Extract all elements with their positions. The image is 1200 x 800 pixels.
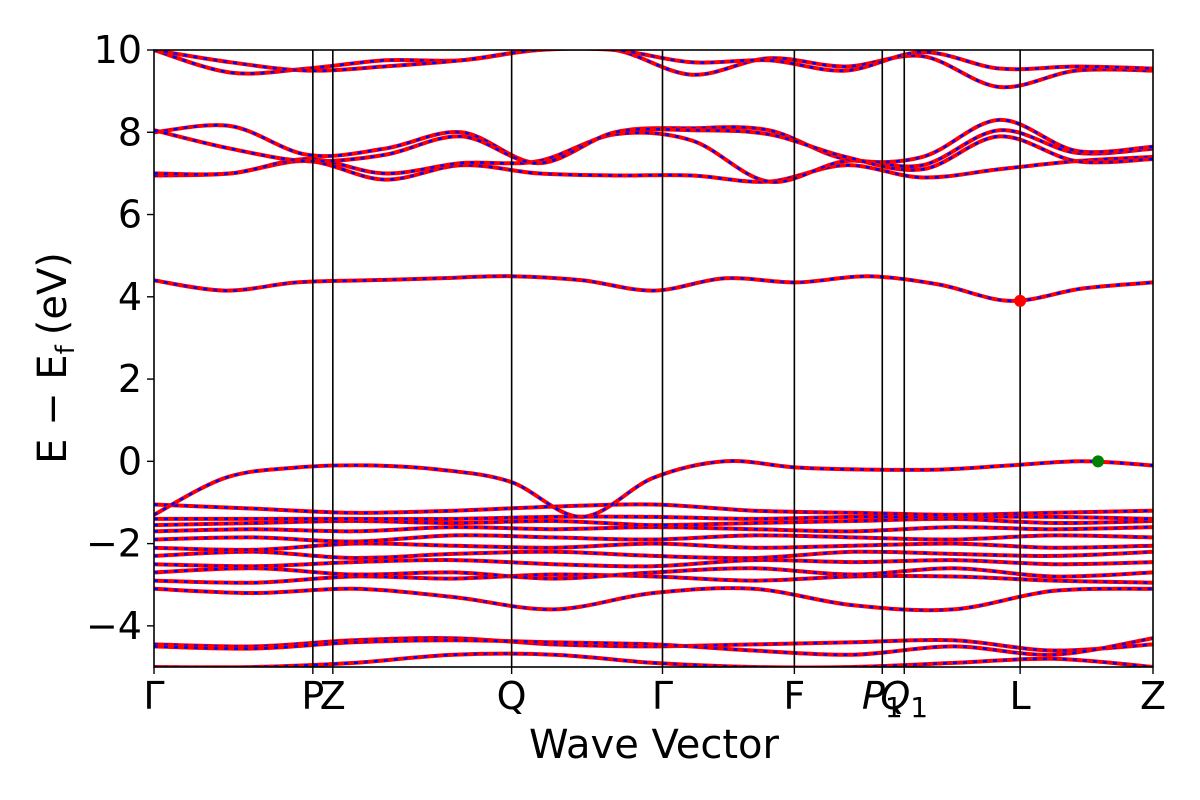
x-tick-label: P bbox=[301, 674, 324, 718]
band-dash bbox=[154, 525, 1153, 533]
y-tick-label: 6 bbox=[118, 193, 142, 237]
plot-frame bbox=[153, 49, 1154, 668]
band-line bbox=[154, 117, 1153, 166]
band-dash bbox=[154, 586, 1153, 612]
band-line bbox=[154, 525, 1153, 534]
y-tick-label: 10 bbox=[94, 28, 142, 72]
band-line bbox=[154, 586, 1153, 613]
band-dash bbox=[154, 127, 1153, 172]
band-dash bbox=[154, 517, 1153, 527]
band-7 bbox=[154, 549, 1153, 561]
y-tick-label: −2 bbox=[86, 522, 142, 566]
x-tick-label: Γ bbox=[143, 674, 164, 718]
x-tick-label: Q bbox=[497, 674, 527, 718]
y-axis-ticks: 10 8 6 4 2 0 −2 −4 bbox=[86, 28, 154, 648]
band-line bbox=[154, 274, 1153, 303]
x-tick-label: Z bbox=[320, 674, 346, 718]
band-0 bbox=[154, 651, 1153, 667]
band-19 bbox=[154, 127, 1153, 172]
y-axis-label-sub: f bbox=[51, 344, 81, 354]
y-axis-label-main: E − E bbox=[30, 354, 76, 464]
y-axis-label-unit: (eV) bbox=[30, 252, 76, 335]
x-tick-label: F bbox=[783, 674, 805, 718]
band-8 bbox=[154, 541, 1153, 552]
x-tick-label: Q1 bbox=[880, 674, 928, 724]
band-dash bbox=[154, 50, 1153, 89]
x-axis-label: Wave Vector bbox=[529, 722, 780, 768]
band-line bbox=[154, 459, 1153, 519]
cbm-marker bbox=[1014, 294, 1027, 307]
band-4 bbox=[154, 572, 1153, 585]
high-symmetry-lines bbox=[312, 50, 1021, 667]
band-line bbox=[154, 514, 1153, 522]
band-line bbox=[154, 502, 1153, 517]
band-dash bbox=[154, 636, 1153, 657]
band-dash bbox=[154, 534, 1153, 543]
band-line bbox=[154, 541, 1153, 552]
y-axis-label: E − Ef (eV) bbox=[30, 252, 81, 464]
x-tick-label: Z bbox=[1140, 674, 1166, 718]
x-tick-label: P1 bbox=[862, 674, 903, 724]
band-dash bbox=[154, 274, 1153, 303]
band-dash bbox=[154, 567, 1153, 580]
band-9 bbox=[154, 533, 1153, 544]
band-dash bbox=[154, 459, 1153, 519]
band-21 bbox=[154, 50, 1153, 73]
band-13 bbox=[154, 502, 1153, 517]
band-14 bbox=[154, 459, 1153, 519]
x-tick-label-main: P bbox=[862, 674, 885, 718]
band-dash bbox=[154, 558, 1153, 568]
band-dash bbox=[154, 128, 1153, 184]
vbm-marker bbox=[1092, 455, 1105, 468]
band-5 bbox=[154, 566, 1153, 581]
band-3 bbox=[154, 586, 1153, 613]
band-18 bbox=[154, 117, 1153, 166]
band-dash bbox=[154, 652, 1153, 667]
band-11 bbox=[154, 516, 1153, 528]
y-tick-label: −4 bbox=[86, 604, 142, 648]
band-10 bbox=[154, 525, 1153, 534]
band-line bbox=[154, 557, 1153, 569]
y-tick-label: 8 bbox=[118, 110, 142, 154]
band-edge-markers bbox=[1014, 294, 1105, 468]
band-lines bbox=[154, 50, 1153, 667]
band-dash bbox=[154, 542, 1153, 552]
x-tick-label: Γ bbox=[652, 674, 673, 718]
band-dash bbox=[154, 550, 1153, 560]
x-tick-label-main: Q bbox=[880, 674, 910, 718]
band-20 bbox=[154, 50, 1153, 90]
band-line bbox=[154, 127, 1153, 172]
band-15 bbox=[154, 274, 1153, 303]
band-12 bbox=[154, 514, 1153, 522]
band-dash bbox=[154, 50, 1153, 72]
y-tick-label: 4 bbox=[118, 275, 142, 319]
band-6 bbox=[154, 557, 1153, 569]
y-tick-label: 0 bbox=[118, 439, 142, 483]
band-dash bbox=[154, 573, 1153, 585]
y-tick-label: 2 bbox=[118, 357, 142, 401]
band-line bbox=[154, 533, 1153, 544]
x-tick-label-sub: 1 bbox=[885, 691, 903, 724]
x-tick-label-sub: 1 bbox=[910, 691, 928, 724]
x-tick-label: L bbox=[1010, 674, 1031, 718]
